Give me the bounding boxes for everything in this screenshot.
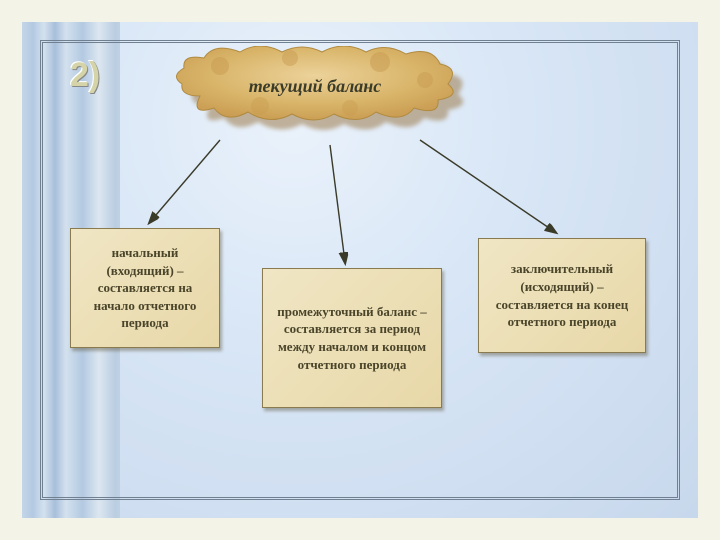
cloud-title: текущий баланс (170, 46, 460, 126)
box-initial-text: начальный (входящий) – составляется на н… (79, 244, 211, 332)
box-final: заключительный (исходящий) – составляетс… (478, 238, 646, 353)
box-intermediate: промежуточный баланс – составляется за п… (262, 268, 442, 408)
list-number: 2) (70, 56, 100, 95)
box-initial: начальный (входящий) – составляется на н… (70, 228, 220, 348)
box-intermediate-text: промежуточный баланс – составляется за п… (271, 303, 433, 373)
slide-frame: 2) текущий баланс (0, 0, 720, 540)
cloud-root: текущий баланс (170, 46, 470, 136)
box-final-text: заключительный (исходящий) – составляетс… (487, 260, 637, 330)
